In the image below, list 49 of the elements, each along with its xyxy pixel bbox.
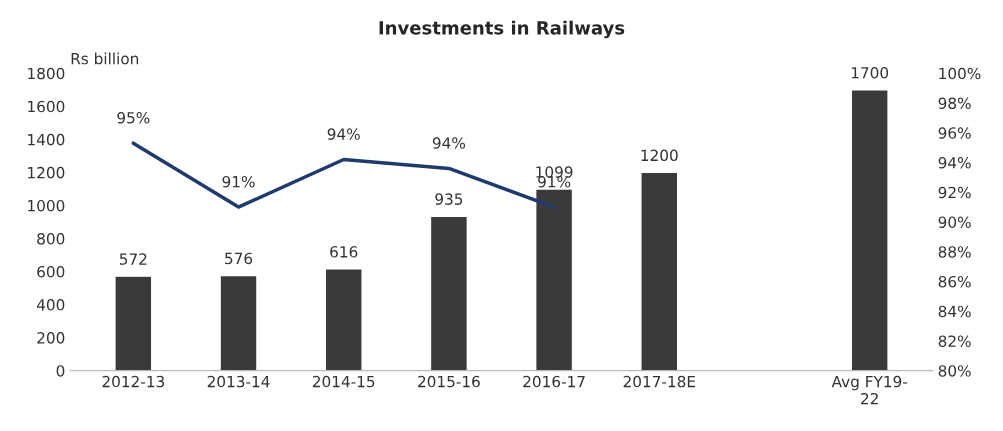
bar (640, 171, 679, 371)
data-label: 616 (330, 246, 358, 258)
y-tick-label: 0 (56, 365, 65, 377)
x-tick-label: 2014-15 (312, 375, 375, 388)
y2-tick-label: 82% (938, 335, 971, 347)
y-tick-label: 400 (36, 299, 65, 311)
y-tick-label: 1000 (28, 199, 65, 212)
data-label: 94% (327, 128, 360, 140)
y2-tick-label: 94% (938, 156, 971, 169)
bar (534, 188, 574, 371)
x-tick-label: Avg FY19- 22 (831, 375, 908, 405)
y2-tick-label: 100% (939, 67, 981, 80)
bar (114, 275, 153, 371)
y2-tick-label: 86% (938, 275, 971, 288)
y-tick-label: 1600 (28, 100, 65, 113)
chart-title: Investments in Railways (379, 20, 625, 39)
x-tick-label: 2017-18E (623, 375, 696, 388)
data-label: 1700 (851, 66, 889, 79)
x-tick-label: 2012-13 (102, 375, 165, 388)
bar (324, 268, 363, 371)
y-tick-label: 200 (37, 332, 65, 344)
y-axis-title: Rs billion (71, 52, 139, 65)
bar (219, 274, 258, 371)
data-label: 576 (225, 252, 253, 265)
y-tick-label: 800 (37, 232, 65, 245)
y2-tick-label: 96% (938, 127, 971, 139)
x-tick-label: 2016-17 (523, 375, 585, 388)
data-label: 935 (435, 193, 463, 205)
data-label: 1099 (536, 166, 573, 178)
data-label: 572 (119, 253, 147, 265)
data-label: 95% (117, 111, 150, 124)
y2-tick-label: 98% (938, 97, 971, 110)
data-label: 91% (222, 175, 255, 188)
data-label: 94% (432, 137, 466, 149)
y-tick-label: 1200 (28, 166, 65, 179)
y-tick-label: 1800 (28, 67, 65, 80)
y-tick-label: 1400 (28, 133, 65, 146)
y-tick-label: 600 (37, 266, 65, 278)
data-label: 91% (538, 175, 571, 188)
x-tick-label: 2015-16 (418, 375, 480, 388)
y2-tick-label: 88% (938, 246, 971, 258)
y2-tick-label: 84% (938, 305, 971, 318)
y2-tick-label: 80% (938, 365, 971, 377)
y2-tick-label: 90% (938, 216, 971, 228)
bar (429, 215, 469, 371)
data-label: 1200 (641, 149, 678, 162)
x-tick-label: 2013-14 (207, 375, 270, 388)
bar (850, 89, 889, 371)
y2-tick-label: 92% (938, 186, 971, 199)
